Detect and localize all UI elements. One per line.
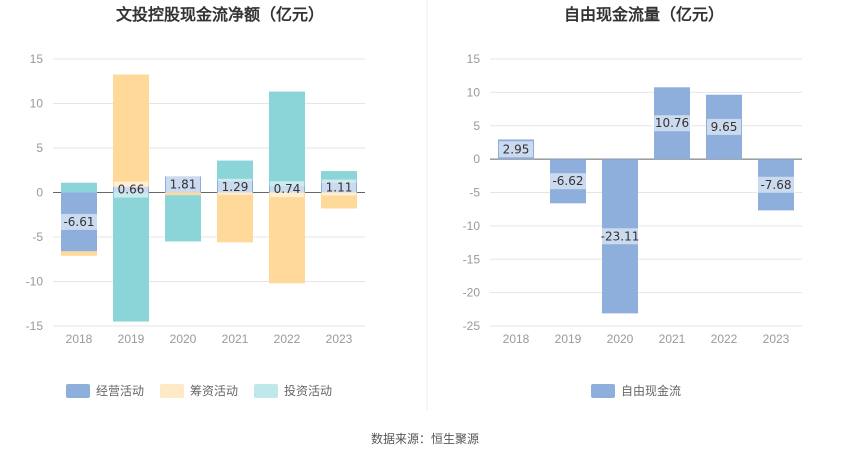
data-label-bg <box>218 178 252 195</box>
legend-swatch[interactable] <box>160 384 184 398</box>
data-label-bg <box>270 181 304 198</box>
y-tick-label: 15 <box>467 52 481 66</box>
data-label: 0.74 <box>274 182 301 196</box>
data-label-bg <box>755 176 797 193</box>
legend-label[interactable]: 自由现金流 <box>621 383 681 398</box>
data-label: 1.29 <box>222 180 249 194</box>
bar-2-2021 <box>217 192 253 243</box>
data-label-bg <box>166 176 200 193</box>
legend-label[interactable]: 投资活动 <box>284 383 332 398</box>
left-legend: 经营活动 筹资活动 投资活动 <box>66 383 332 398</box>
bar-3-2023 <box>321 171 357 183</box>
x-tick-label: 2022 <box>711 332 738 346</box>
y-tick-label: -15 <box>26 319 44 333</box>
data-label: 1.11 <box>326 181 353 195</box>
x-tick-label: 2019 <box>555 332 582 346</box>
y-tick-label: -25 <box>463 319 481 333</box>
x-tick-label: 2022 <box>274 332 301 346</box>
y-tick-label: 15 <box>30 52 44 66</box>
data-label: -23.11 <box>601 229 640 243</box>
data-label-bg <box>114 181 148 198</box>
x-tick-label: 2023 <box>326 332 353 346</box>
bar-3-2021 <box>217 160 253 182</box>
data-label-bg <box>322 179 356 196</box>
data-label-bg <box>547 173 589 190</box>
data-label: -6.61 <box>63 215 94 229</box>
y-tick-label: 0 <box>473 152 480 166</box>
legend-label[interactable]: 经营活动 <box>96 384 144 398</box>
y-tick-label: 10 <box>467 85 481 99</box>
right-legend: 自由现金流 <box>591 383 681 398</box>
data-label-bg <box>707 118 741 135</box>
legend-swatch[interactable] <box>254 384 278 398</box>
bar-2-2022 <box>269 192 305 284</box>
legend-label[interactable]: 筹资活动 <box>190 384 238 398</box>
x-tick-label: 2020 <box>607 332 634 346</box>
y-tick-label: 10 <box>30 97 44 111</box>
y-tick-label: 5 <box>36 141 43 155</box>
x-tick-label: 2018 <box>66 332 93 346</box>
data-label-bg <box>651 115 693 132</box>
y-tick-label: -5 <box>32 230 43 244</box>
data-label: 10.76 <box>655 116 689 130</box>
right-chart-title: 自由现金流量（亿元） <box>564 5 724 24</box>
x-tick-label: 2020 <box>170 332 197 346</box>
data-label: 0.66 <box>118 183 145 197</box>
y-tick-label: -15 <box>463 252 481 266</box>
bar-3-2020 <box>165 195 201 242</box>
y-tick-label: -10 <box>26 275 44 289</box>
data-label: 9.65 <box>711 120 738 134</box>
bar-2-2018 <box>61 251 97 256</box>
legend-swatch[interactable] <box>66 384 90 398</box>
y-tick-label: -5 <box>469 186 480 200</box>
x-tick-label: 2021 <box>222 332 249 346</box>
y-tick-label: 0 <box>36 186 43 200</box>
y-tick-label: 5 <box>473 119 480 133</box>
data-label-bg <box>596 228 644 245</box>
bar-2-2019 <box>113 74 149 187</box>
left-chart: 15 10 5 0 -5 -10 -15 2018 2019 2020 2021 2022 2023 -6… <box>26 52 365 346</box>
bar-3-2019 <box>113 192 149 322</box>
bar-3-2022 <box>269 91 305 186</box>
data-label: -6.62 <box>552 174 583 188</box>
right-chart: 15 10 5 0 -5 -10 -15 -20 -25 2018 2019 2020 2021 2022… <box>463 52 802 346</box>
data-label-bg <box>499 141 533 158</box>
data-label-bg <box>58 213 100 230</box>
bar-3-2018 <box>61 182 97 193</box>
y-tick-label: -10 <box>463 219 481 233</box>
data-label: 1.81 <box>170 177 197 191</box>
x-tick-label: 2021 <box>659 332 686 346</box>
bar-2-2023 <box>321 192 357 209</box>
x-tick-label: 2023 <box>763 332 790 346</box>
x-tick-label: 2019 <box>118 332 145 346</box>
y-tick-label: -20 <box>463 286 481 300</box>
legend-swatch[interactable] <box>591 384 615 398</box>
left-chart-title: 文投控股现金流净额（亿元） <box>116 5 324 24</box>
data-label: -7.68 <box>760 178 791 192</box>
bar-2-2020 <box>165 192 201 196</box>
x-tick-label: 2018 <box>503 332 530 346</box>
data-label: 2.95 <box>503 142 530 156</box>
source-note: 数据来源：恒生聚源 <box>371 431 479 446</box>
